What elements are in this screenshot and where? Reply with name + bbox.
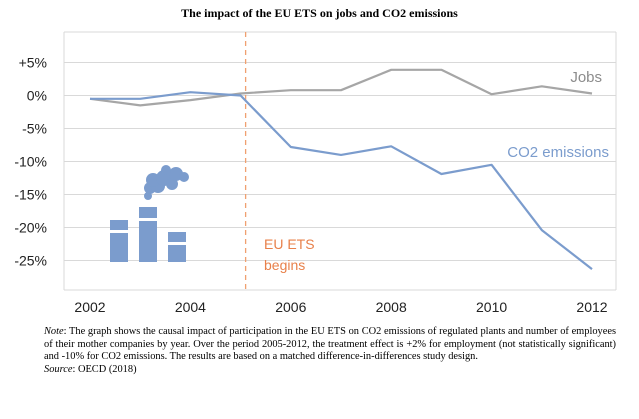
source-label: Source [44,363,73,375]
line-chart: +5% 0% -5% -10% -15% -20% -25% 2002 2004 2006 2008… [14,31,617,315]
series-line-jobs [89,68,593,107]
x-tick-label: 2002 [74,299,105,315]
series-label-co2: CO2 emissions [507,144,609,161]
note-text: : The graph shows the causal impact of p… [44,326,616,363]
y-tick-label: -10% [14,154,47,170]
y-tick-label: -20% [14,220,47,236]
chart-title: The impact of the EU ETS on jobs and CO2… [181,6,458,20]
series-line-co2-emissions [90,91,593,270]
x-tick-label: 2008 [376,299,407,315]
x-tick-label: 2010 [476,299,507,315]
factory-icon [110,165,189,262]
y-tick-label: 0% [27,88,47,104]
event-label-line2: begins [264,257,305,273]
y-tick-label: +5% [19,55,47,71]
event-label-line1: EU ETS [264,236,315,252]
y-tick-label: -25% [14,253,47,269]
series-layer [89,68,593,270]
y-tick-label: -5% [22,121,47,137]
note-label: Note [44,326,64,337]
event-marker: EU ETS begins [244,32,315,290]
label-layer: Jobs CO2 emissions [507,69,609,161]
x-tick-label: 2004 [175,299,206,315]
grid-layer: +5% 0% -5% -10% -15% -20% -25% 2002 2004 2006 2008… [14,31,617,315]
series-label-jobs: Jobs [570,69,602,86]
source-text: : OECD (2018) [72,363,137,375]
chart-note: Note: The graph shows the causal impact … [44,326,616,376]
y-tick-label: -15% [14,187,47,203]
x-tick-label: 2012 [576,299,607,315]
x-tick-label: 2006 [275,299,306,315]
